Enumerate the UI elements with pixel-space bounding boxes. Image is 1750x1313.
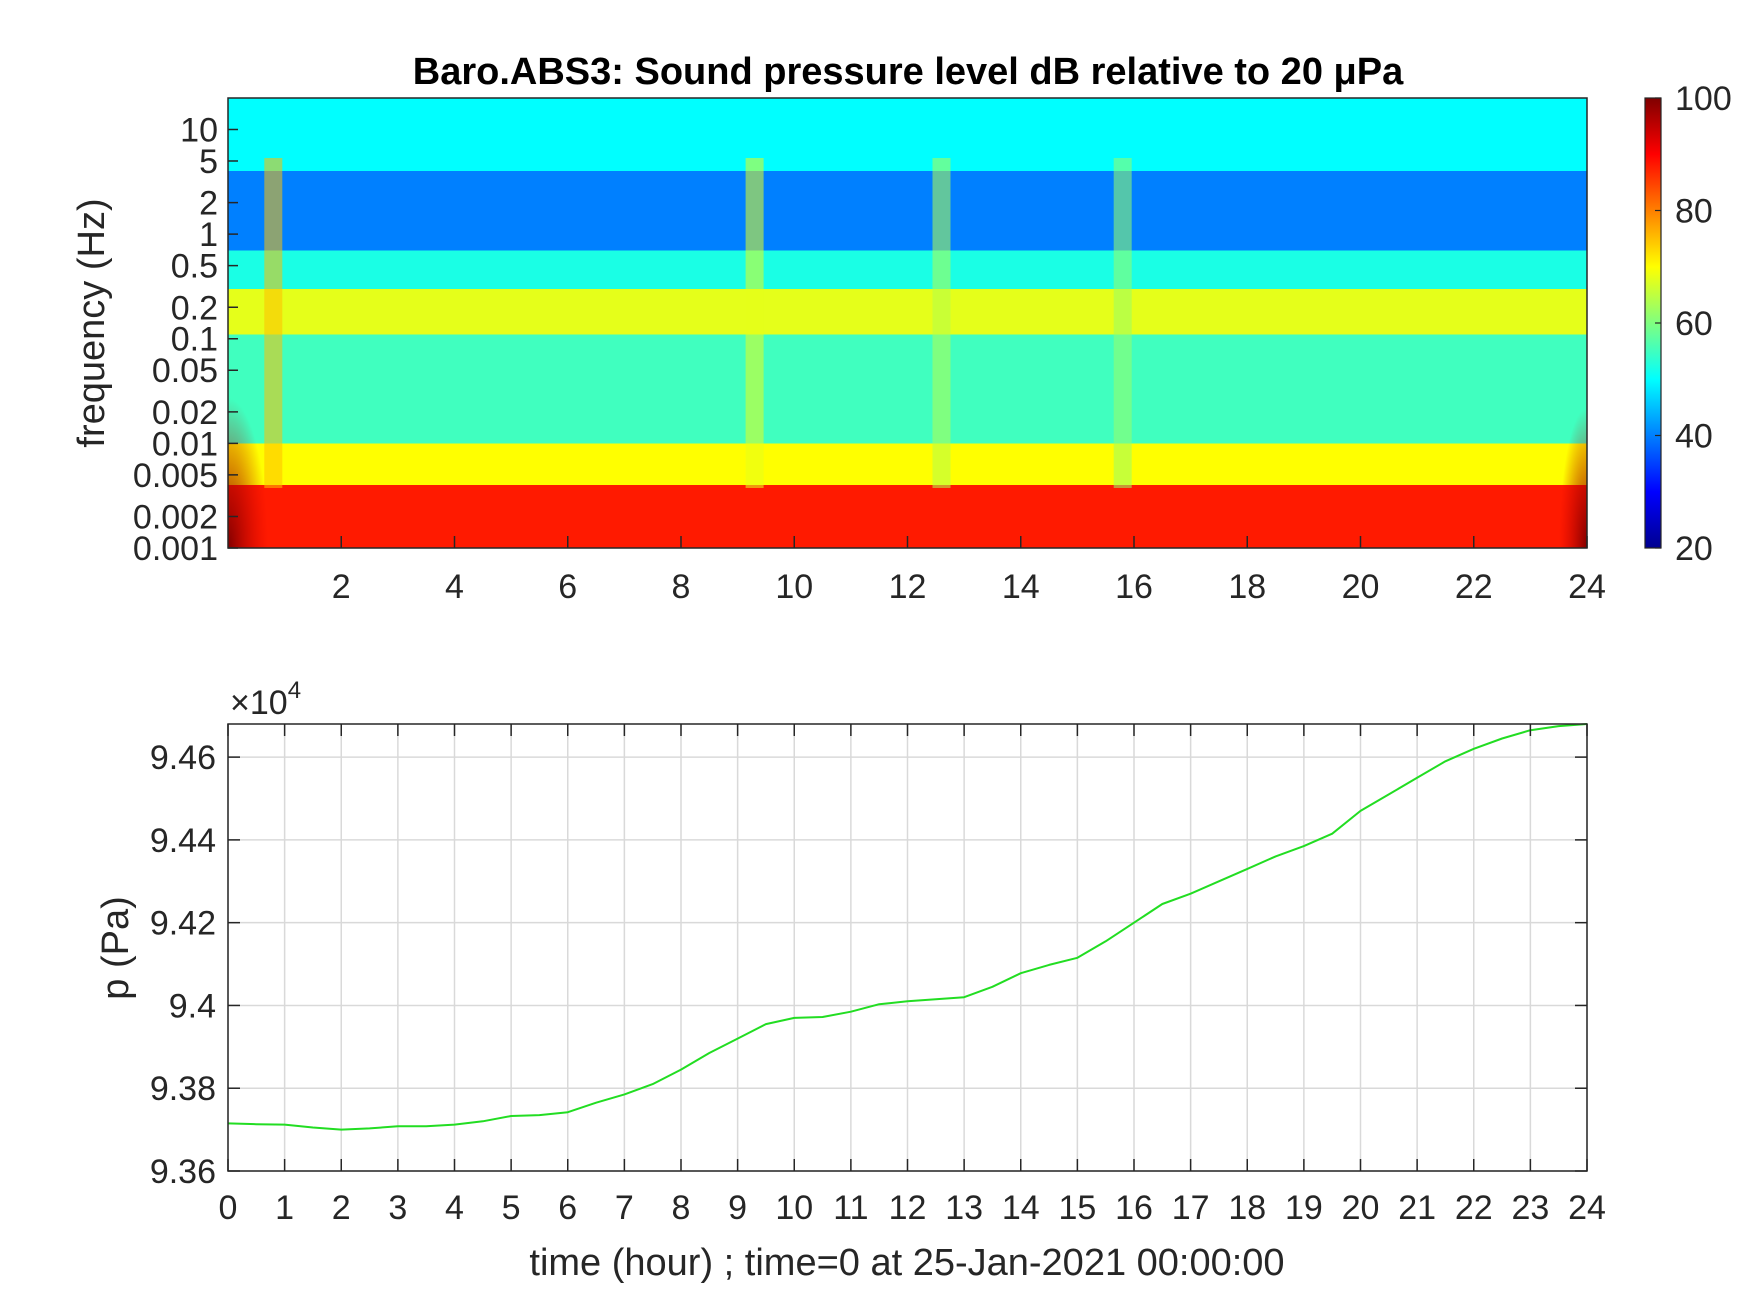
spectrogram-x-ticks: 2 4 6 8 10 12 14 16 18 20 22 24 — [332, 536, 1606, 606]
pressure-y-tick-label: 9.4 — [169, 987, 216, 1025]
pressure-panel: 9.369.389.49.429.449.46 0 1 2 3 4 5 6 7 8 9 10 11 12… — [95, 677, 1606, 1284]
colorbar-tick-label: 80 — [1675, 193, 1713, 231]
spectrogram-y-tick-label: 0.1 — [171, 321, 218, 359]
spectrogram-y-tick-label: 0.002 — [133, 499, 218, 537]
pressure-x-tick-label: 20 — [1342, 1189, 1380, 1227]
pressure-x-tick-label: 13 — [945, 1189, 983, 1227]
pressure-y-tick-label: 9.42 — [150, 905, 216, 943]
heatmap-events — [228, 158, 1587, 548]
spectrogram-y-tick-label: 0.02 — [152, 394, 218, 432]
spectrogram-y-tick-label: 0.2 — [171, 289, 218, 327]
pressure-y-tick-label: 9.46 — [150, 739, 216, 777]
pressure-x-tick-label: 0 — [219, 1189, 238, 1227]
pressure-x-tick-label: 8 — [672, 1189, 691, 1227]
pressure-x-tick-label: 3 — [388, 1189, 407, 1227]
spectrogram-x-tick-label: 6 — [558, 568, 577, 606]
colorbar-tick-label: 100 — [1675, 80, 1732, 118]
colorbar-ticks: 20 40 60 80 100 — [1655, 80, 1732, 568]
spectrogram-x-tick-label: 16 — [1115, 568, 1153, 606]
heatmap-left-edge — [228, 398, 268, 548]
pressure-y-tick-label: 9.44 — [150, 822, 216, 860]
spectrogram-title: Baro.ABS3: Sound pressure level dB relat… — [413, 51, 1404, 93]
spectrogram-y-tick-label: 0.05 — [152, 352, 218, 390]
spectrogram-y-tick-label: 0.01 — [152, 425, 218, 463]
spectrogram-y-tick-label: 2 — [199, 185, 218, 223]
pressure-x-tick-label: 9 — [728, 1189, 747, 1227]
spectrogram-x-tick-label: 4 — [445, 568, 464, 606]
pressure-x-tick-label: 24 — [1568, 1189, 1606, 1227]
pressure-x-tick-label: 2 — [332, 1189, 351, 1227]
pressure-x-tick-label: 7 — [615, 1189, 634, 1227]
spectrogram-x-tick-label: 8 — [672, 568, 691, 606]
spectrogram-x-tick-label: 22 — [1455, 568, 1493, 606]
pressure-y-label: p (Pa) — [95, 896, 137, 999]
pressure-x-tick-label: 5 — [502, 1189, 521, 1227]
pressure-x-tick-label: 22 — [1455, 1189, 1493, 1227]
pressure-x-tick-label: 11 — [833, 1189, 868, 1227]
heatmap-background — [228, 98, 1587, 548]
pressure-y-ticks: 9.36 9.38 9.4 9.42 9.44 9.46 — [150, 739, 1587, 1191]
spectrogram-y-tick-label: 10 — [180, 111, 218, 149]
spectrogram-x-tick-label: 12 — [889, 568, 927, 606]
spectrogram-x-tick-label: 20 — [1342, 568, 1380, 606]
heatmap-event-0 — [264, 158, 283, 488]
pressure-x-tick-label: 10 — [775, 1189, 813, 1227]
spectrogram-x-tick-label: 14 — [1002, 568, 1040, 606]
heatmap-event-3 — [1113, 158, 1132, 488]
pressure-x-tick-label: 23 — [1511, 1189, 1549, 1227]
spectrogram-plot-area — [228, 98, 1587, 548]
spectrogram-y-label: frequency (Hz) — [71, 198, 113, 447]
pressure-x-label: time (hour) ; time=0 at 25-Jan-2021 00:0… — [529, 1242, 1284, 1284]
pressure-series-line — [227, 723, 1588, 1131]
pressure-x-tick-label: 16 — [1115, 1189, 1153, 1227]
spectrogram-y-tick-label: 1 — [199, 216, 218, 254]
pressure-x-tick-label: 18 — [1228, 1189, 1266, 1227]
pressure-x-tick-label: 6 — [558, 1189, 577, 1227]
colorbar-tick-label: 60 — [1675, 305, 1713, 343]
pressure-exponent-label: ×104 — [230, 677, 301, 722]
pressure-y-tick-label: 9.36 — [150, 1153, 216, 1191]
pressure-y-tick-label: 9.38 — [150, 1070, 216, 1108]
spectrogram-y-tick-label: 5 — [199, 143, 218, 181]
pressure-x-tick-label: 17 — [1172, 1189, 1210, 1227]
pressure-x-tick-label: 19 — [1285, 1189, 1323, 1227]
spectrogram-x-tick-label: 2 — [332, 568, 351, 606]
spectrogram-x-tick-label: 18 — [1228, 568, 1266, 606]
spectrogram-x-tick-label: 24 — [1568, 568, 1606, 606]
colorbar-tick-label: 40 — [1675, 418, 1713, 456]
heatmap-event-1 — [745, 158, 764, 488]
pressure-x-tick-label: 1 — [275, 1189, 294, 1227]
spectrogram-panel: Baro.ABS3: Sound pressure level dB relat… — [71, 51, 1732, 606]
spectrogram-y-tick-label: 0.005 — [133, 457, 218, 495]
spectrogram-y-tick-label: 0.5 — [171, 248, 218, 286]
pressure-x-tick-label: 15 — [1058, 1189, 1096, 1227]
pressure-x-ticks: 0 1 2 3 4 5 6 7 8 9 10 11 12 13 14 15 16 17 18 19 20 21 22 23 24 — [219, 724, 1606, 1227]
spectrogram-y-tick-label: 0.001 — [133, 530, 218, 568]
pressure-x-tick-label: 12 — [889, 1189, 927, 1227]
heatmap-event-2 — [932, 158, 951, 488]
pressure-x-tick-label: 14 — [1002, 1189, 1040, 1227]
pressure-x-tick-label: 21 — [1398, 1189, 1436, 1227]
heatmap-right-edge — [1559, 408, 1587, 548]
pressure-x-tick-label: 4 — [445, 1189, 464, 1227]
colorbar-tick-label: 20 — [1675, 530, 1713, 568]
spectrogram-x-tick-label: 10 — [775, 568, 813, 606]
